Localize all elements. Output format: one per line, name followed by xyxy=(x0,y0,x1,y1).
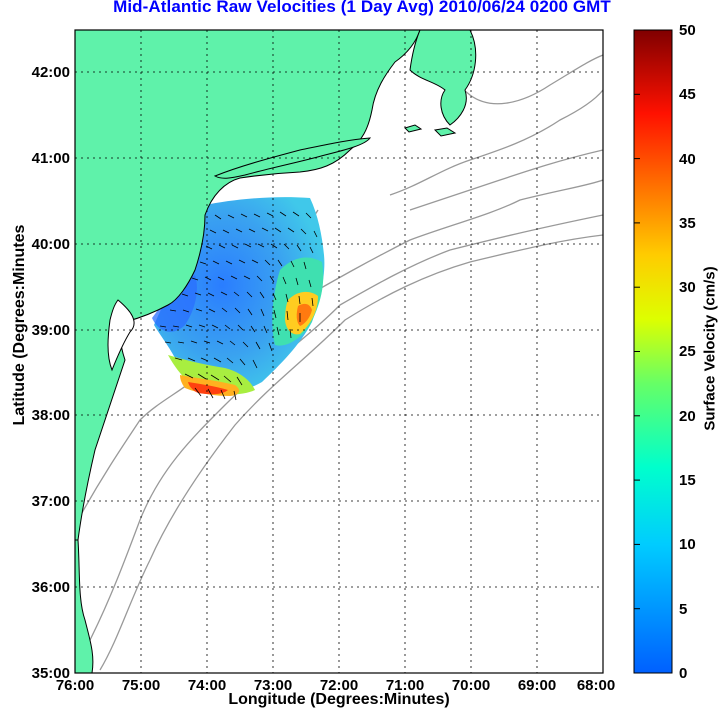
x-tick: 74:00 xyxy=(188,677,226,694)
y-tick: 40:00 xyxy=(32,236,70,253)
y-tick: 39:00 xyxy=(32,322,70,339)
colorbar-tick: 15 xyxy=(679,472,696,489)
colorbar-tick: 40 xyxy=(679,151,696,168)
y-tick: 38:00 xyxy=(32,407,70,424)
x-tick: 68:00 xyxy=(577,677,615,694)
y-tick: 41:00 xyxy=(32,150,70,167)
y-tick: 37:00 xyxy=(32,493,70,510)
colorbar-ticks xyxy=(634,93,640,610)
colorbar-tick: 25 xyxy=(679,343,696,360)
colorbar-tick: 45 xyxy=(679,86,696,103)
colorbar-tick-labels: 0 5 10 15 20 25 30 35 40 45 50 xyxy=(679,22,696,682)
x-tick: 72:00 xyxy=(320,677,358,694)
x-tick: 76:00 xyxy=(56,677,94,694)
colorbar-tick: 5 xyxy=(679,601,687,618)
x-tick-labels: 76:00 75:00 74:00 73:00 72:00 71:00 70:0… xyxy=(56,677,615,694)
colorbar-tick: 50 xyxy=(679,22,696,39)
y-tick: 35:00 xyxy=(32,665,70,682)
delmarva-coast xyxy=(75,539,94,673)
colorbar-tick: 35 xyxy=(679,215,696,232)
x-tick: 69:00 xyxy=(518,677,556,694)
velocity-vectors xyxy=(159,211,318,401)
y-tick-labels: 35:00 36:00 37:00 38:00 39:00 40:00 41:0… xyxy=(32,64,70,682)
map-frame xyxy=(74,29,604,674)
y-tick: 36:00 xyxy=(32,579,70,596)
x-tick: 70:00 xyxy=(452,677,490,694)
colorbar-tick: 20 xyxy=(679,408,696,425)
colorbar xyxy=(633,29,673,674)
cape-cod xyxy=(409,30,477,126)
land-area xyxy=(75,30,421,541)
x-tick: 71:00 xyxy=(386,677,424,694)
delaware-bay xyxy=(107,299,135,372)
colorbar-tick: 0 xyxy=(679,665,687,682)
y-tick: 42:00 xyxy=(32,64,70,81)
colorbar-tick: 10 xyxy=(679,536,696,553)
x-axis-label: Longitude (Degrees:Minutes) xyxy=(228,691,450,708)
map-title: Mid-Atlantic Raw Velocities (1 Day Avg) … xyxy=(113,0,611,16)
colorbar-tick: 30 xyxy=(679,279,696,296)
x-tick: 75:00 xyxy=(122,677,160,694)
x-tick: 73:00 xyxy=(254,677,292,694)
islands xyxy=(404,124,457,137)
grid-lines xyxy=(75,30,603,673)
